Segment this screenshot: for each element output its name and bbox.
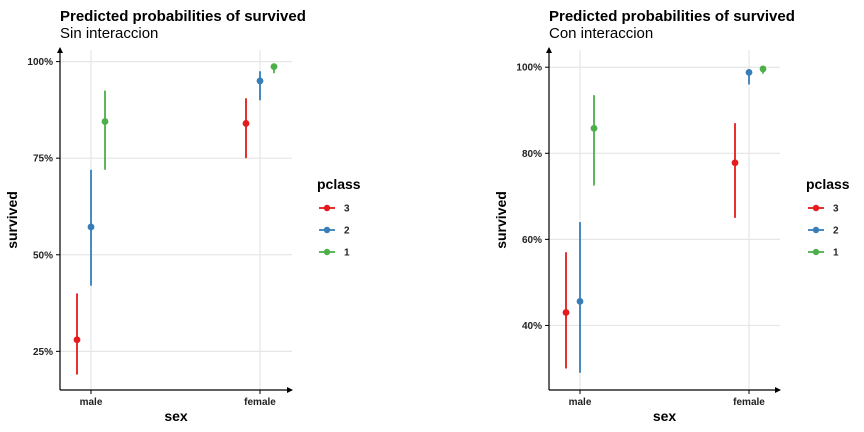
legend-entry-label: 1 [833,248,839,259]
y-tick-label: 60% [522,235,542,246]
data-point-pclass-2 [745,68,753,76]
legend-key-point [323,248,331,256]
legend-entry-label: 3 [344,204,350,215]
y-tick-label: 80% [522,149,542,160]
y-tick-label: 100% [27,57,53,68]
y-tick-label: 100% [516,63,542,74]
x-axis-arrow [287,387,293,393]
y-tick-label: 50% [33,250,53,261]
legend-entry-label: 3 [833,204,839,215]
data-point-pclass-1 [759,65,767,73]
data-point-pclass-3 [73,336,81,344]
legend-entry-label: 2 [344,226,350,237]
legend-entry-label: 2 [833,226,839,237]
chart-title: Predicted probabilities of survived [60,8,306,25]
x-tick-label: male [569,397,592,408]
data-point-pclass-1 [590,124,598,132]
legend-key-point [812,248,820,256]
chart-subtitle: Con interaccion [549,25,653,42]
x-tick-label: female [244,397,276,408]
y-axis-label: survived [4,191,20,249]
x-axis-label: sex [164,408,188,424]
data-point-pclass-2 [256,77,264,85]
data-point-pclass-2 [87,223,95,231]
y-axis-arrow [57,47,63,53]
legend-title: pclass [317,176,361,192]
y-axis-label: survived [493,191,509,249]
x-tick-label: male [80,397,103,408]
chart-title: Predicted probabilities of survived [549,8,795,25]
data-point-pclass-1 [270,63,278,71]
y-axis-arrow [546,47,552,53]
legend-key-point [812,204,820,212]
data-point-pclass-1 [101,118,109,125]
legend-key-point [323,226,331,234]
y-tick-label: 25% [33,347,53,358]
legend-title: pclass [806,176,850,192]
data-point-pclass-3 [731,159,739,167]
data-point-pclass-3 [562,309,570,316]
data-point-pclass-3 [242,120,250,127]
x-axis-arrow [775,387,781,393]
y-tick-label: 40% [522,321,542,332]
x-axis-label: sex [653,408,677,424]
legend-key-point [812,226,820,234]
y-tick-label: 75% [33,154,53,165]
chart-subtitle: Sin interaccion [60,25,158,42]
x-tick-label: female [733,397,765,408]
legend-key-point [323,204,331,212]
data-point-pclass-2 [576,297,584,305]
legend-entry-label: 1 [344,248,350,259]
